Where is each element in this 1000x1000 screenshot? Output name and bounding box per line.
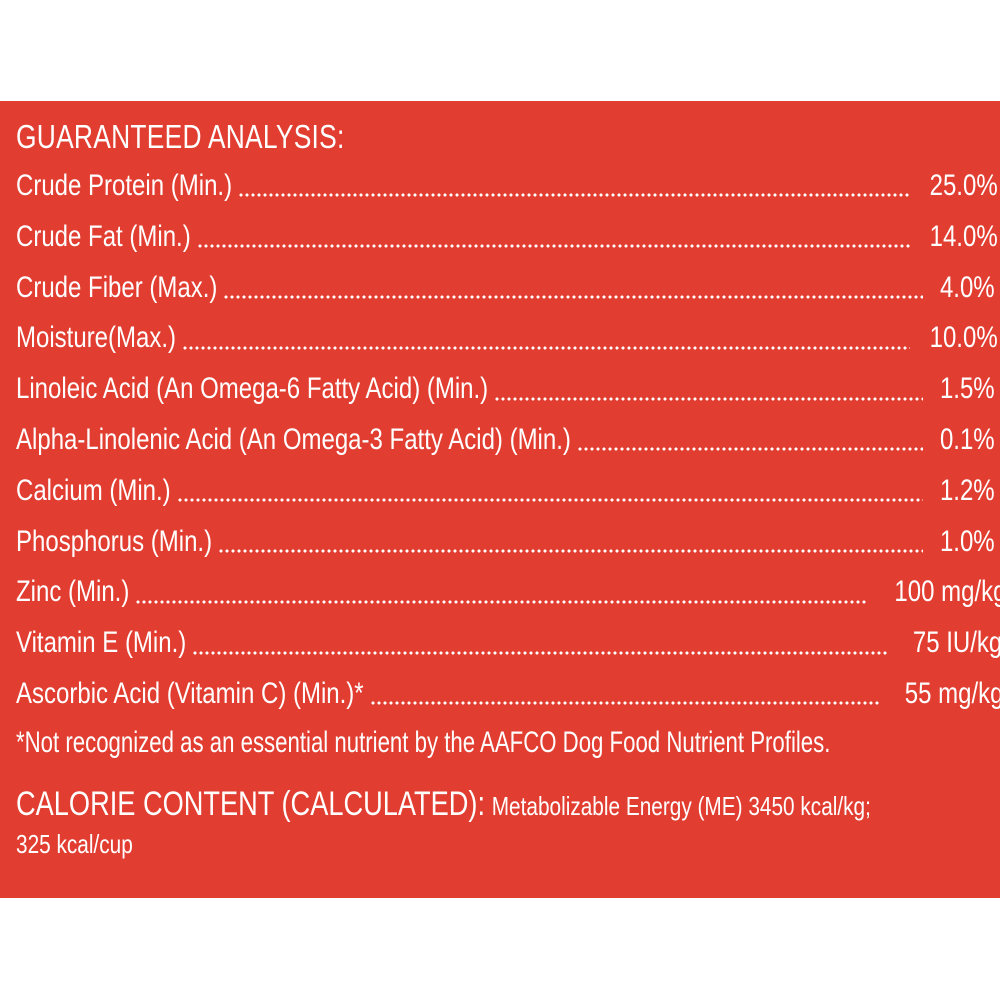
row-label: Ascorbic Acid (Vitamin C) (Min.)*: [16, 676, 364, 710]
analysis-row-crude-fat: Crude Fat (Min.) 14.0%: [16, 212, 998, 263]
row-value: 55 mg/kg: [905, 676, 1000, 710]
calorie-text: Metabolizable Energy (ME) 3450 kcal/kg;: [491, 790, 871, 821]
analysis-table: Crude Protein (Min.) 25.0% Crude Fat (Mi…: [16, 161, 1000, 720]
calorie-line-1: CALORIE CONTENT (CALCULATED): Metaboliza…: [16, 784, 871, 825]
row-label: Crude Fat (Min.): [16, 219, 191, 253]
dot-leader: [238, 193, 910, 198]
calorie-content: CALORIE CONTENT (CALCULATED): Metaboliza…: [16, 785, 984, 863]
dot-leader: [182, 345, 910, 350]
row-value: 1.2%: [940, 473, 995, 507]
dot-leader: [494, 396, 924, 401]
calorie-line-2: 325 kcal/cup: [16, 828, 133, 859]
dot-leader: [369, 701, 880, 706]
row-value: 1.0%: [940, 524, 995, 558]
row-label: Linoleic Acid (An Omega-6 Fatty Acid) (M…: [16, 372, 489, 406]
row-label: Zinc (Min.): [16, 575, 130, 609]
row-label: Alpha-Linolenic Acid (An Omega-3 Fatty A…: [16, 422, 571, 456]
dot-leader: [218, 548, 924, 553]
row-label: Calcium (Min.): [16, 473, 171, 507]
row-label: Crude Protein (Min.): [16, 169, 233, 202]
analysis-row-calcium: Calcium (Min.) 1.2%: [16, 466, 995, 517]
dot-leader: [135, 599, 866, 604]
analysis-row-zinc: Zinc (Min.) 100 mg/kg: [16, 567, 1000, 618]
analysis-heading: GUARANTEED ANALYSIS:: [16, 118, 345, 155]
analysis-row-crude-fiber: Crude Fiber (Max.) 4.0%: [16, 263, 995, 314]
dot-leader: [196, 244, 910, 249]
row-value: 100 mg/kg: [894, 575, 1000, 609]
analysis-row-vitamin-e: Vitamin E (Min.) 75 IU/kg: [16, 618, 1000, 669]
dot-leader: [576, 447, 924, 452]
row-value: 4.0%: [940, 270, 995, 304]
row-value: 10.0%: [929, 321, 998, 355]
guaranteed-analysis-panel: GUARANTEED ANALYSIS: Crude Protein (Min.…: [0, 101, 1000, 898]
dot-leader: [192, 650, 889, 655]
row-value: 25.0%: [929, 169, 998, 202]
analysis-row-linoleic-acid: Linoleic Acid (An Omega-6 Fatty Acid) (M…: [16, 364, 995, 415]
analysis-content: GUARANTEED ANALYSIS: Crude Protein (Min.…: [16, 117, 1000, 863]
dot-leader: [176, 498, 924, 503]
analysis-row-moisture: Moisture(Max.) 10.0%: [16, 313, 998, 364]
row-value: 14.0%: [929, 219, 998, 253]
row-label: Phosphorus (Min.): [16, 524, 213, 558]
footnote: *Not recognized as an essential nutrient…: [16, 725, 831, 759]
row-label: Crude Fiber (Max.): [16, 270, 218, 304]
row-label: Vitamin E (Min.): [16, 626, 187, 660]
analysis-row-phosphorus: Phosphorus (Min.) 1.0%: [16, 517, 995, 568]
row-value: 0.1%: [940, 422, 995, 456]
analysis-row-ascorbic-acid: Ascorbic Acid (Vitamin C) (Min.)* 55 mg/…: [16, 669, 1000, 720]
analysis-row-crude-protein: Crude Protein (Min.) 25.0%: [16, 161, 998, 212]
dot-leader: [223, 294, 924, 299]
row-value: 1.5%: [940, 372, 995, 406]
row-value: 75 IU/kg: [912, 626, 1000, 660]
calorie-heading: CALORIE CONTENT (CALCULATED):: [16, 784, 486, 823]
analysis-row-alpha-linolenic-acid: Alpha-Linolenic Acid (An Omega-3 Fatty A…: [16, 415, 995, 466]
row-label: Moisture(Max.): [16, 321, 177, 355]
